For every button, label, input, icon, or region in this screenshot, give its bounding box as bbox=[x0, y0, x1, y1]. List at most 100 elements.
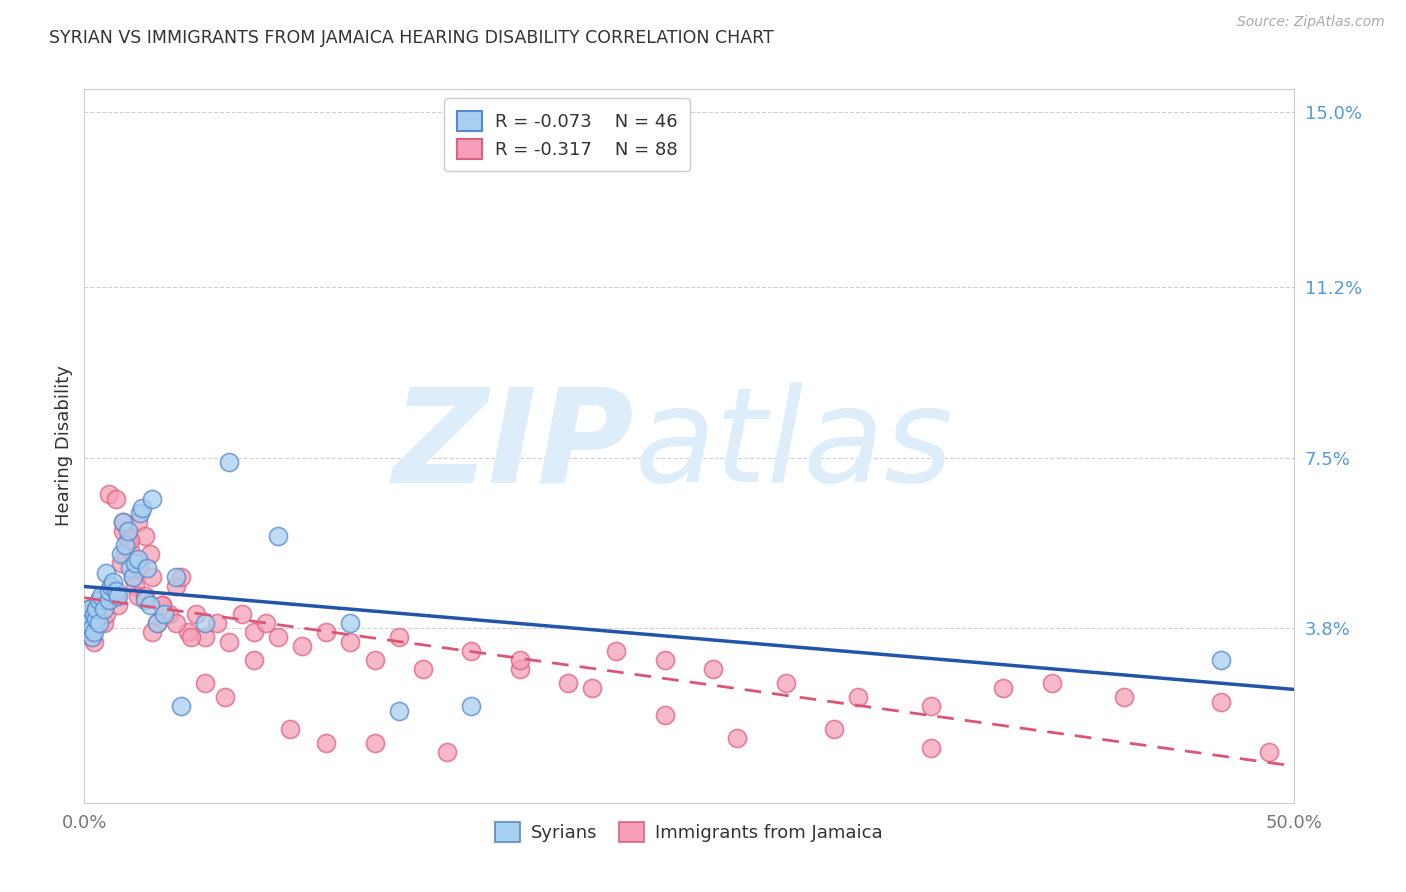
Point bbox=[76, 607, 98, 621]
Point bbox=[194, 630, 217, 644]
Point bbox=[291, 640, 314, 654]
Point bbox=[112, 515, 135, 529]
Point bbox=[86, 612, 108, 626]
Point bbox=[80, 616, 103, 631]
Legend: Syrians, Immigrants from Jamaica: Syrians, Immigrants from Jamaica bbox=[486, 813, 891, 851]
Point bbox=[509, 662, 531, 676]
Point bbox=[127, 515, 149, 529]
Point bbox=[114, 547, 136, 561]
Point bbox=[103, 584, 125, 599]
Text: ZIP: ZIP bbox=[392, 383, 634, 509]
Point bbox=[104, 584, 127, 599]
Point bbox=[76, 625, 98, 640]
Point bbox=[242, 625, 264, 640]
Point bbox=[509, 653, 531, 667]
Point bbox=[77, 625, 100, 640]
Point bbox=[165, 579, 187, 593]
Point bbox=[267, 630, 290, 644]
Point bbox=[134, 589, 156, 603]
Point bbox=[267, 529, 290, 543]
Point bbox=[104, 589, 127, 603]
Point bbox=[1258, 745, 1281, 759]
Point bbox=[120, 533, 142, 548]
Point bbox=[124, 579, 146, 593]
Text: atlas: atlas bbox=[634, 383, 953, 509]
Point bbox=[83, 625, 105, 640]
Point bbox=[846, 690, 869, 704]
Point bbox=[436, 745, 458, 759]
Point bbox=[80, 621, 103, 635]
Point bbox=[605, 644, 627, 658]
Point bbox=[146, 616, 169, 631]
Point bbox=[121, 570, 143, 584]
Point bbox=[86, 602, 108, 616]
Point bbox=[339, 616, 361, 631]
Point bbox=[141, 491, 163, 506]
Point bbox=[388, 630, 411, 644]
Point bbox=[134, 529, 156, 543]
Point bbox=[725, 731, 748, 746]
Point bbox=[141, 625, 163, 640]
Point bbox=[214, 690, 236, 704]
Point bbox=[363, 736, 385, 750]
Point bbox=[920, 740, 942, 755]
Point bbox=[87, 598, 110, 612]
Point bbox=[83, 607, 105, 621]
Point bbox=[77, 602, 100, 616]
Point bbox=[94, 607, 117, 621]
Point bbox=[242, 653, 264, 667]
Point bbox=[131, 501, 153, 516]
Text: SYRIAN VS IMMIGRANTS FROM JAMAICA HEARING DISABILITY CORRELATION CHART: SYRIAN VS IMMIGRANTS FROM JAMAICA HEARIN… bbox=[49, 29, 773, 47]
Point bbox=[170, 570, 193, 584]
Point bbox=[194, 676, 217, 690]
Text: Source: ZipAtlas.com: Source: ZipAtlas.com bbox=[1237, 15, 1385, 29]
Point bbox=[775, 676, 797, 690]
Point bbox=[920, 699, 942, 714]
Point bbox=[114, 538, 136, 552]
Point bbox=[86, 607, 108, 621]
Point bbox=[121, 570, 143, 584]
Point bbox=[103, 574, 125, 589]
Point bbox=[170, 699, 193, 714]
Point bbox=[184, 607, 207, 621]
Point bbox=[100, 579, 122, 593]
Point bbox=[278, 722, 301, 736]
Point bbox=[138, 547, 160, 561]
Point bbox=[150, 598, 173, 612]
Point bbox=[76, 607, 98, 621]
Point bbox=[581, 681, 603, 695]
Point bbox=[141, 570, 163, 584]
Point bbox=[165, 616, 187, 631]
Point bbox=[124, 557, 146, 571]
Point bbox=[218, 634, 240, 648]
Point bbox=[460, 644, 482, 658]
Y-axis label: Hearing Disability: Hearing Disability bbox=[55, 366, 73, 526]
Point bbox=[654, 708, 676, 723]
Point bbox=[97, 593, 120, 607]
Point bbox=[1209, 653, 1232, 667]
Point bbox=[90, 589, 112, 603]
Point bbox=[153, 607, 176, 621]
Point bbox=[654, 653, 676, 667]
Point bbox=[460, 699, 482, 714]
Point bbox=[94, 566, 117, 580]
Point bbox=[157, 607, 180, 621]
Point bbox=[993, 681, 1015, 695]
Point bbox=[207, 616, 229, 631]
Point bbox=[129, 561, 152, 575]
Point bbox=[702, 662, 724, 676]
Point bbox=[127, 589, 149, 603]
Point bbox=[129, 506, 152, 520]
Point bbox=[86, 616, 108, 631]
Point bbox=[77, 602, 100, 616]
Point bbox=[100, 589, 122, 603]
Point bbox=[150, 598, 173, 612]
Point bbox=[136, 561, 159, 575]
Point bbox=[112, 524, 135, 538]
Point bbox=[104, 491, 127, 506]
Point bbox=[83, 634, 105, 648]
Point bbox=[120, 561, 142, 575]
Point bbox=[97, 487, 120, 501]
Point bbox=[180, 630, 202, 644]
Point bbox=[97, 584, 120, 599]
